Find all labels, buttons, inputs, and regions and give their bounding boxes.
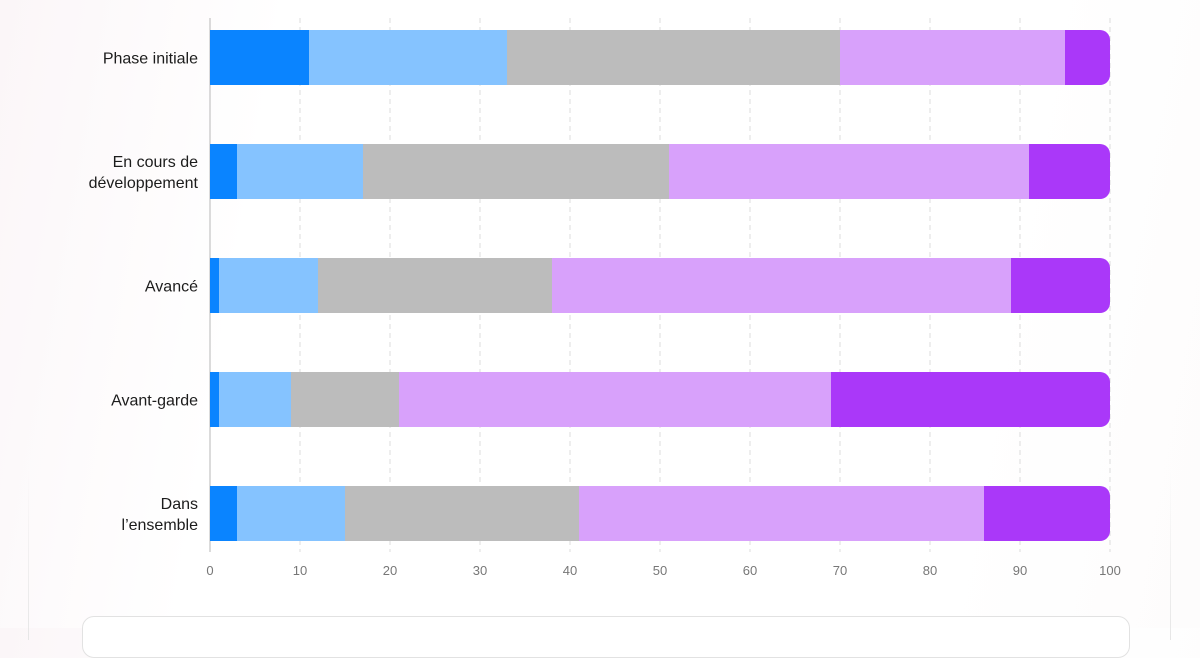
category-label: Avancé	[145, 279, 198, 296]
bar-segment	[399, 372, 831, 427]
bar-segment	[840, 30, 1065, 85]
category-label: Phase initiale	[103, 51, 198, 68]
x-tick-label: 10	[293, 563, 307, 578]
bar-row	[210, 486, 1110, 541]
bar-segment	[210, 144, 237, 199]
gridlines	[299, 18, 1111, 552]
x-tick-label: 100	[1099, 563, 1121, 578]
bar-segment	[579, 486, 984, 541]
bar-segment	[1011, 258, 1110, 313]
panel-left-edge	[28, 470, 29, 640]
x-tick-label: 70	[833, 563, 847, 578]
x-tick-label: 80	[923, 563, 937, 578]
bar-segment	[552, 258, 1011, 313]
bar-segment	[210, 30, 309, 85]
bar-segment	[291, 372, 399, 427]
bars-group	[210, 30, 1110, 541]
bar-segment	[210, 372, 219, 427]
bar-segment	[210, 486, 237, 541]
bar-segment	[507, 30, 840, 85]
bar-segment	[318, 258, 552, 313]
x-tick-labels: 0 10 20 30 40 50 60 70 80 90 100	[206, 563, 1120, 578]
stacked-bar-chart: Phase initiale En cours de développement Av…	[89, 18, 1121, 578]
bar-segment	[219, 258, 318, 313]
bar-segment	[309, 30, 507, 85]
bar-segment	[831, 372, 1110, 427]
bar-row	[210, 30, 1110, 85]
bar-segment	[237, 486, 345, 541]
bar-segment	[363, 144, 669, 199]
bar-row	[210, 144, 1110, 199]
bar-segment	[669, 144, 1029, 199]
x-tick-label: 40	[563, 563, 577, 578]
category-label: Avant-garde	[111, 393, 198, 410]
bar-segment	[210, 258, 219, 313]
bar-segment	[345, 486, 579, 541]
x-tick-label: 30	[473, 563, 487, 578]
bar-row	[210, 372, 1110, 427]
x-tick-label: 20	[383, 563, 397, 578]
bar-segment	[219, 372, 291, 427]
category-label: En cours de développement	[89, 154, 199, 192]
bar-row	[210, 258, 1110, 313]
bar-segment	[1065, 30, 1110, 85]
bar-segment	[237, 144, 363, 199]
bar-segment	[1029, 144, 1110, 199]
category-labels: Phase initiale En cours de développement Av…	[89, 51, 199, 535]
panel-right-edge	[1170, 470, 1171, 640]
category-label: Dans l’ensemble	[122, 496, 199, 534]
bar-segment	[984, 486, 1110, 541]
x-tick-label: 90	[1013, 563, 1027, 578]
x-tick-label: 50	[653, 563, 667, 578]
legend-panel	[82, 616, 1130, 658]
x-tick-label: 60	[743, 563, 757, 578]
x-tick-label: 0	[206, 563, 213, 578]
